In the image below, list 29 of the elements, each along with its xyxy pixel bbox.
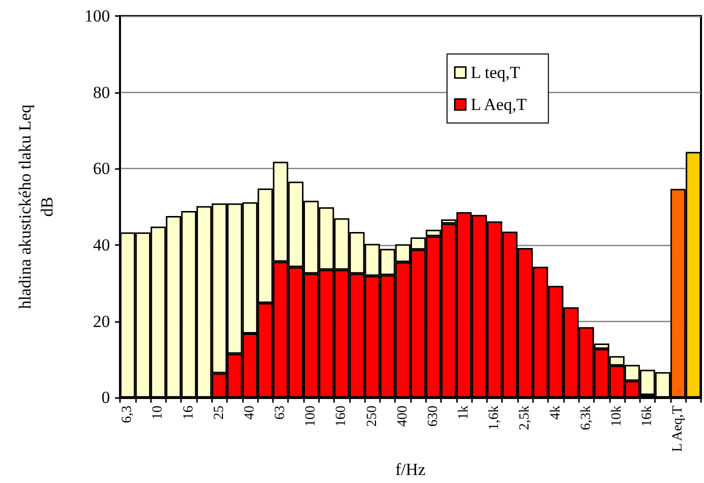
y-tick-label: 0: [102, 388, 110, 408]
x-tick-label: 6,3: [120, 406, 136, 424]
x-tick-label: 10k: [609, 406, 624, 427]
y-tick-label: 60: [93, 159, 110, 178]
x-tick-label: 1k: [456, 406, 472, 420]
x-tick-label: 1,6k: [487, 406, 502, 430]
y-tick-label: 20: [93, 312, 110, 331]
y-tick-label: 40: [93, 236, 110, 255]
y-tick-label: 80: [93, 82, 110, 102]
x-tick-label: 630: [426, 406, 441, 427]
x-tick-label: 4k: [548, 406, 564, 420]
x-tick-label: 6,3k: [578, 406, 594, 430]
x-tick-label: 400: [395, 406, 410, 427]
x-tick-label: 250: [364, 406, 380, 427]
legend-label: L teq,T: [470, 63, 521, 82]
y-axis-title: hladina akustického tlaku Leq dB: [16, 104, 56, 310]
x-tick-label: 63: [273, 406, 288, 420]
x-tick-label: 2,5k: [518, 406, 533, 430]
x-tick-label: 10: [150, 406, 166, 420]
x-tick-label: 160: [334, 406, 350, 427]
legend-label: L Aeq,T: [470, 95, 528, 114]
x-tick-label: 25: [212, 406, 227, 420]
x-tick-label: 40: [242, 406, 258, 420]
y-tick-label: 100: [84, 6, 110, 26]
x-tick-label: L Aeq,T: [670, 405, 686, 452]
x-tick-label: 100: [304, 406, 319, 427]
x-tick-label: 16k: [640, 406, 655, 427]
x-axis-title: f/Hz: [395, 460, 426, 479]
x-tick-label: 16: [181, 406, 196, 420]
